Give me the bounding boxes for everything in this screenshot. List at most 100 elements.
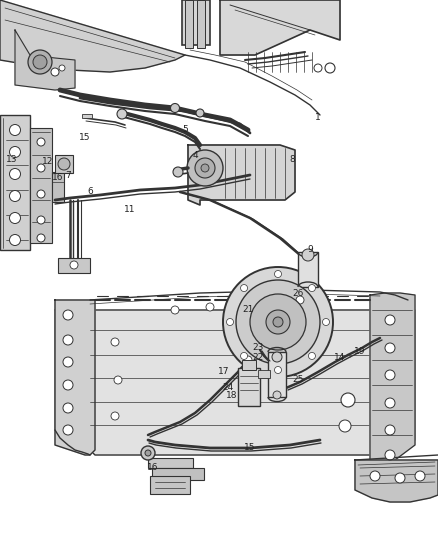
Circle shape (10, 147, 21, 157)
Circle shape (28, 50, 52, 74)
Text: 6: 6 (87, 188, 93, 197)
Text: 5: 5 (182, 125, 188, 134)
Bar (58, 258, 90, 273)
Bar (298, 252, 318, 287)
Circle shape (187, 150, 223, 186)
Circle shape (51, 68, 59, 76)
Circle shape (308, 285, 315, 292)
Text: 24: 24 (223, 384, 233, 392)
Circle shape (266, 310, 290, 334)
Circle shape (395, 473, 405, 483)
Circle shape (37, 234, 45, 242)
Circle shape (322, 319, 329, 326)
Circle shape (114, 376, 122, 384)
Text: 22: 22 (252, 353, 264, 362)
Circle shape (385, 450, 395, 460)
Circle shape (70, 261, 78, 269)
Circle shape (240, 285, 247, 292)
Text: 11: 11 (124, 206, 136, 214)
Text: 12: 12 (42, 157, 54, 166)
Circle shape (244, 356, 252, 364)
Bar (82, 114, 92, 118)
Circle shape (236, 280, 320, 364)
Circle shape (10, 125, 21, 135)
Circle shape (37, 216, 45, 224)
Circle shape (275, 271, 282, 278)
Polygon shape (370, 293, 415, 462)
Circle shape (63, 380, 73, 390)
Circle shape (415, 471, 425, 481)
Circle shape (339, 420, 351, 432)
Text: 13: 13 (6, 156, 18, 165)
Text: 9: 9 (307, 246, 313, 254)
Circle shape (10, 190, 21, 201)
Circle shape (37, 190, 45, 198)
Circle shape (302, 249, 314, 261)
Circle shape (141, 446, 155, 460)
Circle shape (170, 103, 180, 112)
Polygon shape (55, 300, 95, 455)
Text: 17: 17 (218, 367, 230, 376)
Circle shape (272, 352, 282, 362)
Bar (197, 0, 205, 48)
Circle shape (63, 403, 73, 413)
Circle shape (385, 425, 395, 435)
Circle shape (385, 343, 395, 353)
Polygon shape (55, 310, 415, 455)
Circle shape (195, 158, 215, 178)
Circle shape (10, 168, 21, 180)
Circle shape (385, 315, 395, 325)
Circle shape (206, 303, 214, 311)
Circle shape (341, 393, 355, 407)
Circle shape (10, 213, 21, 223)
Circle shape (314, 64, 322, 72)
Circle shape (370, 471, 380, 481)
Text: 1: 1 (315, 114, 321, 123)
Bar (148, 458, 193, 468)
Circle shape (308, 352, 315, 359)
Circle shape (63, 335, 73, 345)
Bar (185, 0, 193, 48)
Circle shape (111, 412, 119, 420)
Circle shape (58, 158, 70, 170)
Text: 25: 25 (292, 376, 304, 384)
Bar (242, 360, 256, 370)
Circle shape (171, 306, 179, 314)
Polygon shape (220, 0, 340, 55)
Circle shape (273, 391, 281, 399)
Bar (52, 172, 64, 202)
Text: 16: 16 (147, 464, 159, 472)
Circle shape (201, 164, 209, 172)
Circle shape (117, 109, 127, 119)
Text: 18: 18 (226, 391, 238, 400)
Circle shape (250, 294, 306, 350)
Polygon shape (0, 0, 185, 72)
Text: 15: 15 (244, 443, 256, 453)
Bar (268, 352, 286, 397)
Circle shape (10, 235, 21, 246)
Bar (55, 155, 73, 173)
Text: 16: 16 (52, 174, 64, 182)
Text: 15: 15 (79, 133, 91, 142)
Circle shape (275, 367, 282, 374)
Circle shape (63, 357, 73, 367)
Circle shape (296, 296, 304, 304)
Circle shape (226, 319, 233, 326)
Polygon shape (15, 30, 75, 90)
Circle shape (59, 65, 65, 71)
Text: 26: 26 (292, 288, 304, 297)
Bar (150, 476, 190, 494)
Circle shape (240, 352, 247, 359)
Circle shape (111, 338, 119, 346)
Bar (182, 0, 210, 45)
Text: 19: 19 (354, 348, 366, 357)
Text: 7: 7 (65, 171, 71, 180)
Circle shape (173, 167, 183, 177)
Polygon shape (355, 460, 438, 502)
Circle shape (325, 63, 335, 73)
Bar (238, 368, 260, 406)
Circle shape (63, 425, 73, 435)
Bar (258, 370, 270, 378)
Polygon shape (188, 145, 295, 205)
Circle shape (145, 450, 151, 456)
